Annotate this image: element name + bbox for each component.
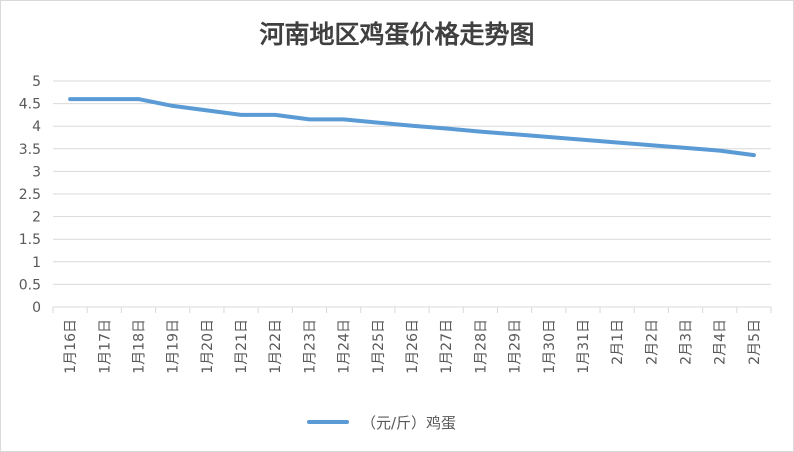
- x-tick-label: 1月30日: [542, 319, 558, 374]
- y-tick-label: 1: [32, 255, 41, 271]
- y-tick-label: 5: [32, 74, 41, 90]
- x-tick-label: 2月4日: [713, 319, 729, 365]
- legend-swatch: [307, 420, 349, 424]
- x-tick-label: 1月20日: [200, 319, 216, 374]
- series-line-0: [68, 97, 756, 158]
- x-tick-label: 1月28日: [473, 319, 489, 374]
- legend: （元/斤）鸡蛋: [307, 411, 456, 433]
- x-tick-label: 1月26日: [405, 319, 421, 374]
- x-tick-label: 1月29日: [508, 319, 524, 374]
- x-tick-label: 1月25日: [371, 319, 387, 374]
- x-tick-label: 1月27日: [439, 319, 455, 374]
- y-tick-label: 4: [32, 119, 41, 135]
- y-tick-label: 2: [32, 210, 41, 226]
- legend-label: （元/斤）鸡蛋: [361, 413, 457, 432]
- x-tick-label: 1月24日: [337, 319, 353, 374]
- y-tick-label: 1.5: [19, 232, 41, 248]
- x-tick-label: 2月5日: [747, 319, 763, 365]
- x-tick-label: 2月1日: [610, 319, 626, 365]
- y-tick-label: 0: [32, 300, 41, 316]
- x-tick-label: 1月17日: [97, 319, 113, 374]
- y-tick-label: 3: [32, 164, 41, 180]
- x-tick-label: 1月23日: [302, 319, 318, 374]
- y-tick-label: 4.5: [19, 97, 41, 113]
- x-tick-label: 2月3日: [679, 319, 695, 365]
- x-tick-label: 1月21日: [234, 319, 250, 374]
- x-tick-label: 1月31日: [576, 319, 592, 374]
- x-tick-label: 1月18日: [131, 319, 147, 374]
- y-tick-label: 0.5: [19, 277, 41, 293]
- y-tick-label: 3.5: [19, 142, 41, 158]
- y-tick-label: 2.5: [19, 187, 41, 203]
- x-tick-label: 1月22日: [268, 319, 284, 374]
- chart-title: 河南地区鸡蛋价格走势图: [259, 20, 535, 49]
- x-tick-label: 1月19日: [166, 319, 182, 374]
- x-tick-label: 1月16日: [63, 319, 79, 374]
- x-tick-label: 2月2日: [644, 319, 660, 365]
